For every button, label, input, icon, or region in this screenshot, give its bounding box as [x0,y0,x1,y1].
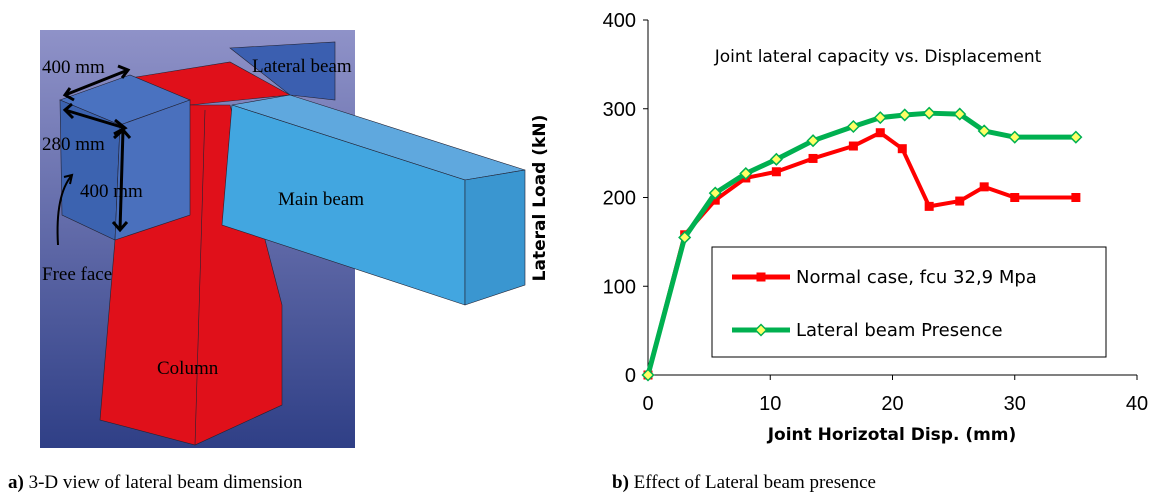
diagram-label: Main beam [278,189,364,210]
figure: 400 mm Lateral beam 280 mm 400 mm Main b… [0,0,1160,495]
marker [849,142,858,151]
x-tick-label: 20 [881,393,903,415]
marker [898,144,907,153]
marker [1070,132,1081,143]
marker [876,128,885,137]
marker [980,182,989,191]
marker [925,202,934,211]
y-tick-label: 0 [625,365,636,387]
marker [809,154,818,163]
legend-marker [757,273,766,282]
y-axis-label: Lateral Load (kN) [530,115,550,282]
x-tick-label: 40 [1126,393,1148,415]
marker [899,109,910,120]
x-tick-label: 10 [759,393,781,415]
chart-title: Joint lateral capacity vs. Displacement [714,47,1042,67]
y-tick-label: 400 [603,10,636,32]
marker [955,197,964,206]
y-tick-label: 100 [603,276,636,298]
y-tick-label: 200 [603,188,636,210]
marker [924,108,935,119]
legend-label: Lateral beam Presence [796,320,1003,341]
diagram-label: Free face [42,264,112,285]
chart: Joint lateral capacity vs. Displacement … [530,10,1148,445]
diagram-label: 400 mm [42,57,105,78]
y-tick-label: 300 [603,99,636,121]
diagram-label: 400 mm [80,181,143,202]
caption-label: a) [8,472,24,493]
marker [1071,193,1080,202]
diagram-label: Column [157,358,219,379]
caption-text: 3-D view of lateral beam dimension [29,472,303,493]
x-axis-label: Joint Horizotal Disp. (mm) [767,425,1017,445]
diagram: 400 mm Lateral beam 280 mm 400 mm Main b… [40,30,525,448]
diagram-label: Lateral beam [252,56,352,77]
marker [1009,132,1020,143]
diagram-label: 280 mm [42,134,105,155]
caption: b) Effect of Lateral beam presence [612,472,876,493]
marker [772,167,781,176]
x-tick-label: 0 [642,393,653,415]
main-beam-end [465,170,525,305]
caption-label: b) [612,472,629,493]
x-tick-label: 30 [1004,393,1026,415]
caption: a) 3-D view of lateral beam dimension [8,472,303,493]
legend-label: Normal case, fcu 32,9 Mpa [796,267,1037,288]
caption-text: Effect of Lateral beam presence [634,472,876,493]
marker [1010,193,1019,202]
